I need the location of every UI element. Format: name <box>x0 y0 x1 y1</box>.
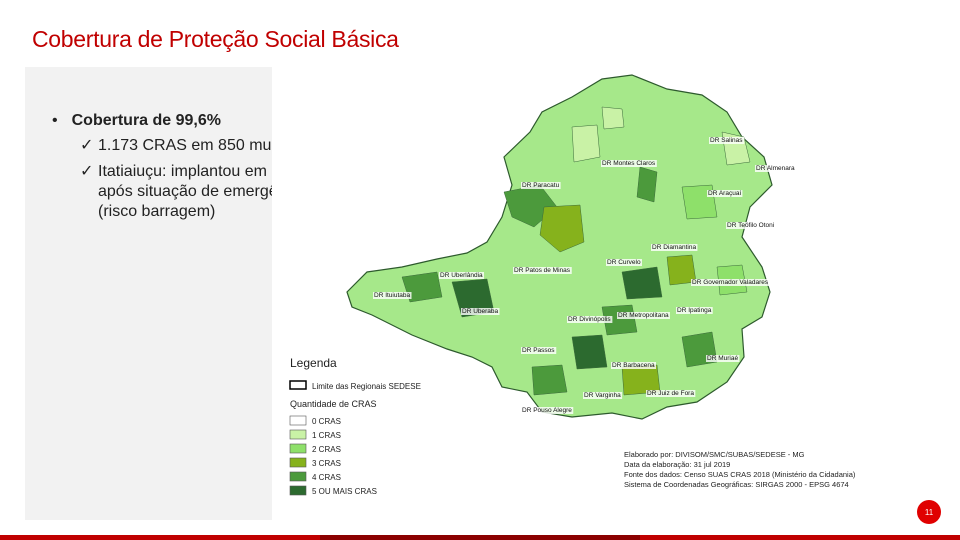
legend-label: 3 CRAS <box>312 459 341 468</box>
region-label-bg <box>567 316 613 323</box>
credit-line: Fonte dos dados: Censo SUAS CRAS 2018 (M… <box>624 470 856 479</box>
region-label: DR Araçuaí <box>708 190 741 197</box>
region-label-bg <box>513 267 572 274</box>
legend-swatch <box>289 471 307 482</box>
legend-label: 5 OU MAIS CRAS <box>312 487 377 496</box>
region-label: DR Montes Claros <box>602 160 656 167</box>
legend-swatch <box>289 457 307 468</box>
map: DR Salinas DR Almenara DR Montes Claros DR … <box>272 67 930 522</box>
region-label-bg <box>606 259 642 266</box>
region-label: DR Ipatinga <box>677 307 712 314</box>
region-label: DR Passos <box>522 347 555 354</box>
legend-swatch <box>289 429 307 440</box>
region-label: DR Almenara <box>756 165 795 172</box>
patch <box>571 124 601 163</box>
region-label: DR Divinópolis <box>568 316 611 323</box>
credit-line: Sistema de Coordenadas Geográficas: SIRG… <box>624 480 849 489</box>
patch <box>539 204 585 253</box>
region-label-bg <box>521 182 561 189</box>
legend-label: 1 CRAS <box>312 431 341 440</box>
region-label-bg <box>646 390 696 397</box>
legend-label: 4 CRAS <box>312 473 341 482</box>
bullet-list: Cobertura de 99,6% 1.173 CRAS em 850 mun… <box>52 112 348 222</box>
bullet: Cobertura de 99,6% <box>52 112 348 130</box>
sub-bullet: Itatiaiuçu: implantou em 2019, após situ… <box>80 162 348 222</box>
region-label-bg <box>439 272 485 279</box>
region-label: DR Teófilo Otoni <box>727 222 774 229</box>
footer-stripe-accent <box>320 535 640 540</box>
patch <box>601 106 625 130</box>
legend-subtitle: Quantidade de CRAS <box>290 399 377 409</box>
patch <box>531 364 568 396</box>
region-label-bg <box>755 165 797 172</box>
patch <box>571 334 608 370</box>
region-label-bg <box>583 392 623 399</box>
region-label-bg <box>373 292 412 299</box>
legend-label: 0 CRAS <box>312 417 341 426</box>
region-label: DR Muriaé <box>707 355 738 362</box>
region-label: DR Salinas <box>710 137 743 144</box>
region-label: DR Juiz de Fora <box>647 390 694 397</box>
region-label-bg <box>651 244 698 251</box>
page-number: 11 <box>917 500 941 524</box>
region-label-bg <box>707 190 743 197</box>
region-label-bg <box>709 137 745 144</box>
region-label-bg <box>461 308 500 315</box>
legend-label: 2 CRAS <box>312 445 341 454</box>
region-label-bg <box>521 407 574 414</box>
region-label-bg <box>601 160 657 167</box>
patch <box>621 266 663 300</box>
legend-swatch <box>289 443 307 454</box>
region-labels: DR Salinas DR Almenara DR Montes Claros DR … <box>373 137 797 414</box>
legend-swatch <box>289 485 307 496</box>
region-label: DR Paracatu <box>522 182 560 189</box>
region-label: DR Pouso Alegre <box>522 407 572 414</box>
credits: Elaborado por: DIVISOM/SMC/SUBAS/SEDESE … <box>624 450 856 489</box>
region-label: DR Curvelo <box>607 259 641 266</box>
region-label: DR Uberlândia <box>440 272 483 279</box>
legend-boundary-swatch <box>289 380 307 390</box>
credit-line: Data da elaboração: 31 jul 2019 <box>624 460 730 469</box>
credit-line: Elaborado por: DIVISOM/SMC/SUBAS/SEDESE … <box>624 450 805 459</box>
region-label: DR Ituiutaba <box>374 292 411 299</box>
region-label-bg <box>706 355 740 362</box>
region-label-bg <box>521 347 557 354</box>
region-label: DR Diamantina <box>652 244 696 251</box>
region-label-bg <box>726 222 776 229</box>
region-label-bg <box>611 362 657 369</box>
region-label-bg <box>617 312 670 319</box>
region-label: DR Metropolitana <box>618 312 669 319</box>
region-label: DR Patos de Minas <box>514 267 571 274</box>
legend-title: Legenda <box>290 356 337 370</box>
region-label: DR Barbacena <box>612 362 655 369</box>
region-label-bg <box>691 279 770 286</box>
legend-boundary-label: Limite das Regionais SEDESE <box>312 382 421 391</box>
legend: Legenda Limite das Regionais SEDESE Quanti… <box>289 356 421 496</box>
region-label: DR Uberaba <box>462 308 499 315</box>
legend-swatch <box>289 415 307 426</box>
region-label: DR Governador Valadares <box>692 279 769 286</box>
region-label-bg <box>676 307 713 314</box>
patch <box>636 166 658 203</box>
slide-title: Cobertura de Proteção Social Básica <box>32 26 399 52</box>
region-label: DR Varginha <box>584 392 621 399</box>
sub-bullet: 1.173 CRAS em 850 municípios <box>80 136 348 156</box>
